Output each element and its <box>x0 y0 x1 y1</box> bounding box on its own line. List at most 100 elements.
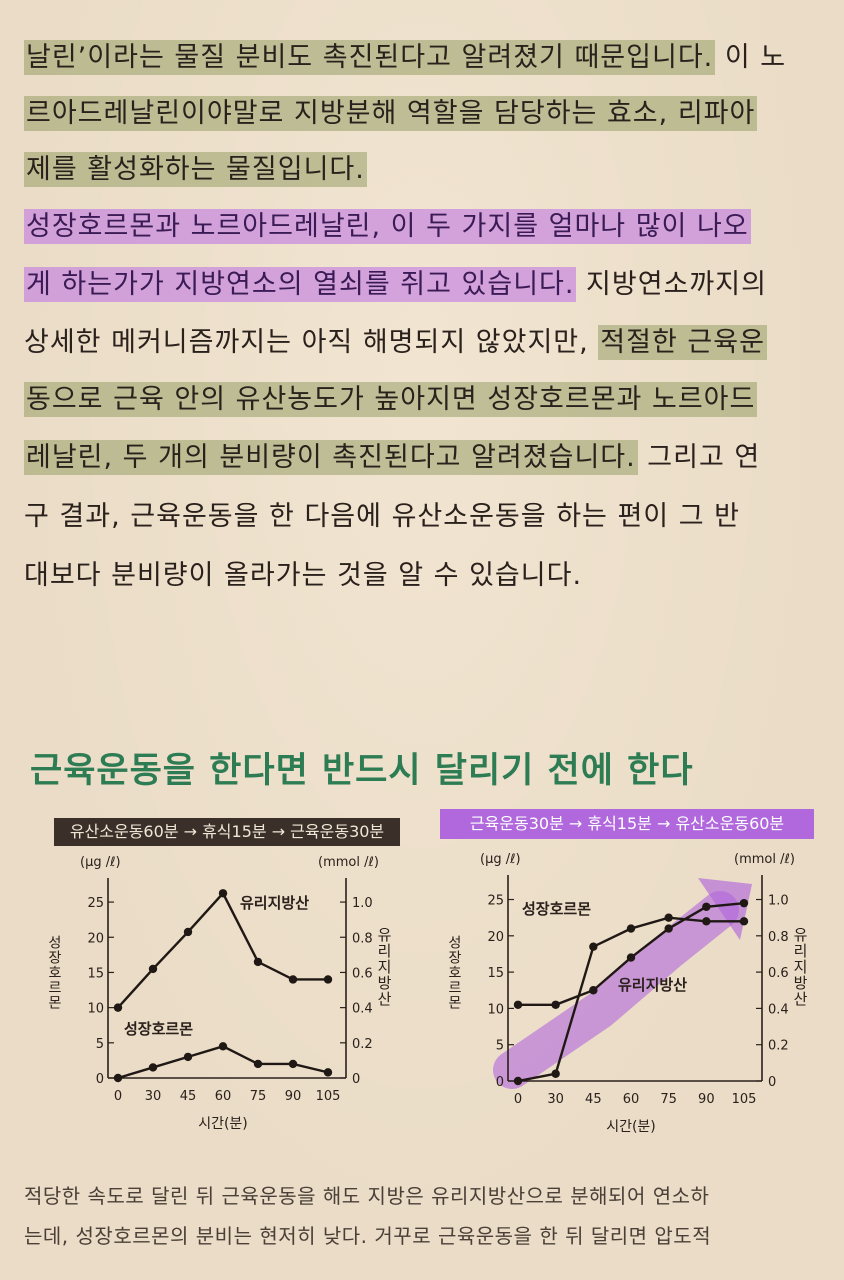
series-2-point <box>288 1059 298 1069</box>
y-left-tick-label: 0 <box>496 1075 504 1090</box>
x-tick-label: 60 <box>623 1092 640 1107</box>
purple-highlight-arrow <box>698 878 752 940</box>
x-tick-label: 105 <box>732 1092 757 1107</box>
x-tick-label: 30 <box>145 1089 162 1104</box>
body-line-4-segment: 성장호르몬과 노르아드레날린, 이 두 가지를 얼마나 많이 나오 <box>24 209 751 244</box>
body-line-10: 대보다 분비량이 올라가는 것을 알 수 있습니다. <box>24 556 816 596</box>
x-axis-title: 시간(분) <box>606 1119 656 1135</box>
body-line-2-segment: 르아드레날린이야말로 지방분해 역할을 담당하는 효소, 리파아 <box>24 96 758 131</box>
series-2-point <box>513 1000 523 1009</box>
y-right-axis-title: 유리지방산 <box>791 927 809 1007</box>
series-1-point <box>551 1069 560 1078</box>
body-line-6-segment: 상세한 메커니즘까지는 아직 해명되지 않았지만, <box>24 327 599 358</box>
y-right-tick-label: 0.8 <box>352 931 373 946</box>
chart-left-title: 유산소운동60분 → 휴식15분 → 근육운동30분 <box>54 818 400 846</box>
y-right-axis-title: 유리지방산 <box>375 927 393 1007</box>
series-2-point <box>113 1073 123 1083</box>
y-right-tick-label: 0.6 <box>352 966 373 981</box>
y-right-tick-label: 0.6 <box>768 966 789 981</box>
series-2-point <box>739 898 749 908</box>
y-left-tick-label: 0 <box>96 1072 104 1087</box>
x-axis-title: 시간(분) <box>198 1116 248 1132</box>
series-1-point <box>513 1076 523 1086</box>
y-left-tick-label: 25 <box>87 896 104 911</box>
body-line-8-segment: 레날린, 두 개의 분비량이 촉진된다고 알려졌습니다. <box>24 440 638 475</box>
x-tick-label: 90 <box>285 1089 302 1104</box>
body-line-1-segment: 날린’이라는 물질 분비도 촉진된다고 알려졌기 때문입니다. <box>24 40 716 75</box>
series-2-point <box>626 953 636 962</box>
series-1-point <box>183 927 193 937</box>
y-right-tick-label: 1.0 <box>352 896 373 911</box>
x-tick-label: 75 <box>250 1089 267 1104</box>
body-line-9-segment: 구 결과, 근육운동을 한 다음에 유산소운동을 하는 편이 그 반 <box>24 501 740 532</box>
y-left-unit: (μg /ℓ) <box>80 855 121 870</box>
y-left-tick-label: 25 <box>487 894 504 909</box>
series-1-point <box>218 889 228 898</box>
chart-left: 0 5 10 15 20 25 0 0.2 0.4 0.6 0.8 1.0 0 30 45 60 75 90 105… <box>46 855 393 1132</box>
y-left-tick-label: 20 <box>487 930 504 945</box>
series-1-point <box>253 957 263 967</box>
series-1-point <box>626 924 636 933</box>
series-label: 유리지방산 <box>618 976 687 994</box>
body-line-8-segment: 그리고 연 <box>637 442 761 473</box>
series-1-point <box>148 964 158 974</box>
body-line-5-segment: 지방연소까지의 <box>576 269 767 300</box>
series-2-point <box>148 1063 158 1072</box>
body-line-7-segment: 동으로 근육 안의 유산농도가 높아지면 성장호르몬과 노르아드 <box>24 382 758 417</box>
y-right-tick-label: 0.4 <box>768 1002 789 1017</box>
series-1-point <box>113 1003 123 1012</box>
series-2-point <box>589 986 598 995</box>
y-right-tick-label: 0.8 <box>768 930 789 945</box>
chart-right-title: 근육운동30분 → 휴식15분 → 유산소운동60분 <box>440 809 814 839</box>
purple-highlight-stroke <box>493 891 739 1089</box>
y-left-tick-label: 15 <box>87 966 104 981</box>
y-left-tick-label: 5 <box>496 1039 504 1054</box>
series-2-point <box>218 1042 228 1051</box>
caption-line-2: 는데, 성장호르몬의 분비는 현저히 낮다. 거꾸로 근육운동을 한 뒤 달리면… <box>24 1224 712 1248</box>
x-tick-label: 0 <box>114 1089 122 1104</box>
x-tick-label: 45 <box>585 1092 602 1107</box>
body-line-1-segment: 이 노 <box>715 42 787 73</box>
x-tick-label: 75 <box>660 1092 677 1107</box>
body-line-3: 제를 활성화하는 물질입니다. <box>24 150 816 190</box>
series-1-point <box>664 913 673 922</box>
x-tick-label: 30 <box>547 1092 564 1107</box>
y-left-tick-label: 10 <box>487 1002 504 1017</box>
y-left-unit: (μg /ℓ) <box>480 852 521 867</box>
y-right-tick-label: 1.0 <box>768 894 789 909</box>
caption-line-1: 적당한 속도로 달린 뒤 근육운동을 해도 지방은 유리지방산으로 분해되어 연… <box>24 1184 710 1208</box>
x-tick-label: 0 <box>514 1092 522 1107</box>
x-tick-label: 45 <box>180 1089 197 1104</box>
series-1-point <box>702 917 711 926</box>
x-tick-label: 60 <box>215 1089 232 1104</box>
series-2-point <box>253 1059 263 1069</box>
chart-right: 0 5 10 15 20 25 0 0.2 0.4 0.6 0.8 1.0 0 30 45 60 75 90 105… <box>446 852 809 1135</box>
series-2-point <box>183 1052 193 1062</box>
series-2-point <box>702 902 711 911</box>
body-line-8: 레날린, 두 개의 분비량이 촉진된다고 알려졌습니다. 그리고 연 <box>24 438 816 478</box>
series-2-point <box>664 924 673 933</box>
body-line-1: 날린’이라는 물질 분비도 촉진된다고 알려졌기 때문입니다. 이 노 <box>24 38 816 78</box>
y-right-tick-label: 0.2 <box>352 1037 373 1052</box>
y-right-unit: (mmol /ℓ) <box>318 855 379 870</box>
y-right-unit: (mmol /ℓ) <box>734 852 795 867</box>
series-1-point <box>323 975 333 984</box>
series-1-point <box>589 942 598 951</box>
series-label: 성장호르몬 <box>522 900 591 918</box>
body-line-4: 성장호르몬과 노르아드레날린, 이 두 가지를 얼마나 많이 나오 <box>24 207 816 247</box>
body-line-10-segment: 대보다 분비량이 올라가는 것을 알 수 있습니다. <box>24 560 583 591</box>
series-2-point <box>323 1068 333 1077</box>
y-right-tick-label: 0 <box>768 1075 776 1090</box>
body-line-6: 상세한 메커니즘까지는 아직 해명되지 않았지만, 적절한 근육운 <box>24 323 816 363</box>
x-tick-label: 90 <box>698 1092 715 1107</box>
y-right-tick-label: 0.2 <box>768 1039 789 1054</box>
x-tick-label: 105 <box>316 1089 341 1104</box>
y-left-tick-label: 15 <box>487 966 504 981</box>
y-left-tick-label: 10 <box>87 1002 104 1017</box>
body-line-3-segment: 제를 활성화하는 물질입니다. <box>24 152 367 187</box>
body-line-2: 르아드레날린이야말로 지방분해 역할을 담당하는 효소, 리파아 <box>24 94 816 134</box>
body-line-5: 게 하는가가 지방연소의 열쇠를 쥐고 있습니다. 지방연소까지의 <box>24 265 816 305</box>
body-line-9: 구 결과, 근육운동을 한 다음에 유산소운동을 하는 편이 그 반 <box>24 497 816 537</box>
y-right-tick-label: 0.4 <box>352 1002 373 1017</box>
body-line-7: 동으로 근육 안의 유산농도가 높아지면 성장호르몬과 노르아드 <box>24 380 816 420</box>
